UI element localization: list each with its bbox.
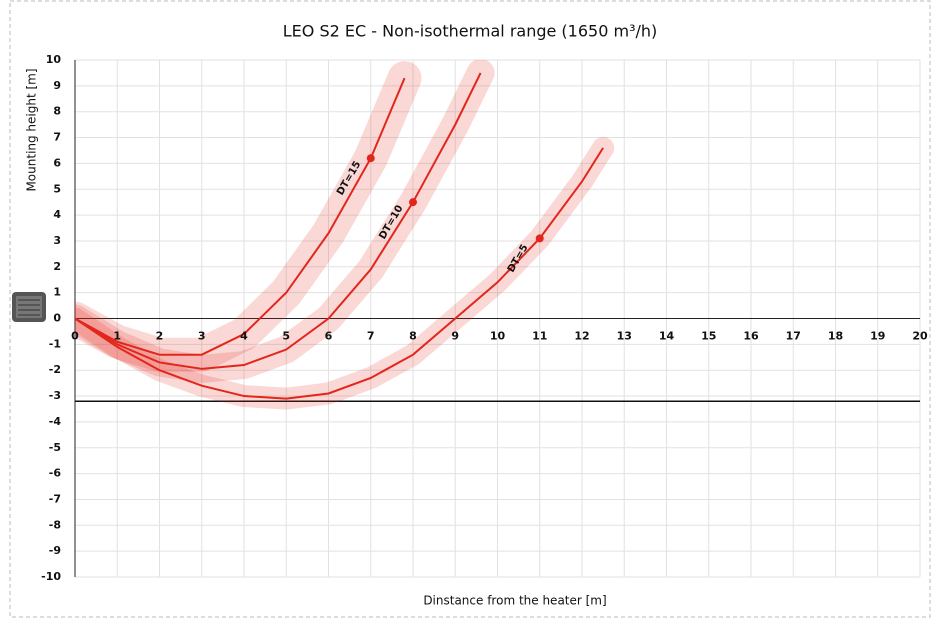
x-tick-label: 1 [113,330,121,343]
y-tick-label: 9 [53,79,61,92]
x-tick-label: 12 [574,330,589,343]
x-tick-label: 9 [451,330,459,343]
y-tick-label: 4 [53,208,61,221]
y-tick-label: 6 [53,156,61,169]
x-tick-label: 19 [870,330,885,343]
x-tick-label: 5 [282,330,290,343]
y-tick-label: 7 [53,131,61,144]
y-tick-label: 2 [53,260,61,273]
chart-title: LEO S2 EC - Non-isothermal range (1650 m… [283,22,658,41]
highlight-point [535,234,544,243]
x-tick-label: 2 [156,330,164,343]
x-axis-label: Dinstance from the heater [m] [423,594,606,608]
y-tick-label: -8 [49,518,61,531]
x-tick-label: 13 [617,330,632,343]
x-tick-label: 14 [659,330,675,343]
y-tick-label: 8 [53,105,61,118]
y-tick-label: -3 [49,389,61,402]
series-line [75,147,604,400]
y-tick-label: -9 [49,544,61,557]
x-tick-label: 6 [325,330,333,343]
y-tick-label: -2 [49,363,61,376]
y-tick-label: -1 [49,337,61,350]
range-band [75,61,422,372]
x-tick-label: 16 [743,330,759,343]
heater-icon [12,292,46,322]
x-tick-label: 10 [490,330,506,343]
y-tick-label: -6 [49,467,62,480]
frame [9,0,931,618]
y-tick-label: -5 [49,441,61,454]
x-tick-label: 3 [198,330,206,343]
y-axis-label: Mounting height [m] [25,68,39,191]
x-tick-label: 11 [532,330,547,343]
series-line [75,72,482,370]
x-tick-label: 4 [240,330,248,343]
x-tick-label: 7 [367,330,375,343]
y-tick-label: -7 [49,492,61,505]
x-tick-label: 17 [786,330,801,343]
x-tick-label: 15 [701,330,716,343]
series-line [75,77,406,356]
y-tick-label: -4 [49,415,62,428]
highlight-point [409,198,417,207]
x-tick-label: 20 [912,330,928,343]
y-tick-label: 1 [53,286,61,299]
x-tick-label: 18 [828,330,843,343]
y-tick-label: 0 [53,312,61,325]
x-tick-label: 0 [71,330,79,343]
y-tick-label: 10 [46,53,62,66]
x-tick-label: 8 [409,330,417,343]
y-tick-label: -10 [41,570,61,583]
y-tick-label: 3 [53,234,61,247]
highlight-point [366,154,375,163]
y-tick-label: 5 [53,182,61,195]
